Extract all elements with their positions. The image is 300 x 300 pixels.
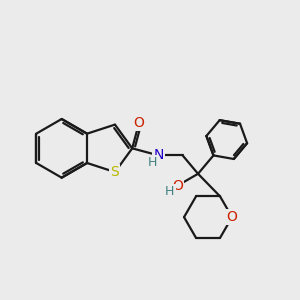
Text: H: H: [148, 156, 157, 169]
Text: N: N: [153, 148, 164, 162]
Text: S: S: [111, 165, 119, 179]
Text: O: O: [134, 116, 145, 130]
Text: H: H: [165, 185, 175, 198]
Text: O: O: [172, 179, 183, 193]
Text: O: O: [226, 210, 238, 224]
